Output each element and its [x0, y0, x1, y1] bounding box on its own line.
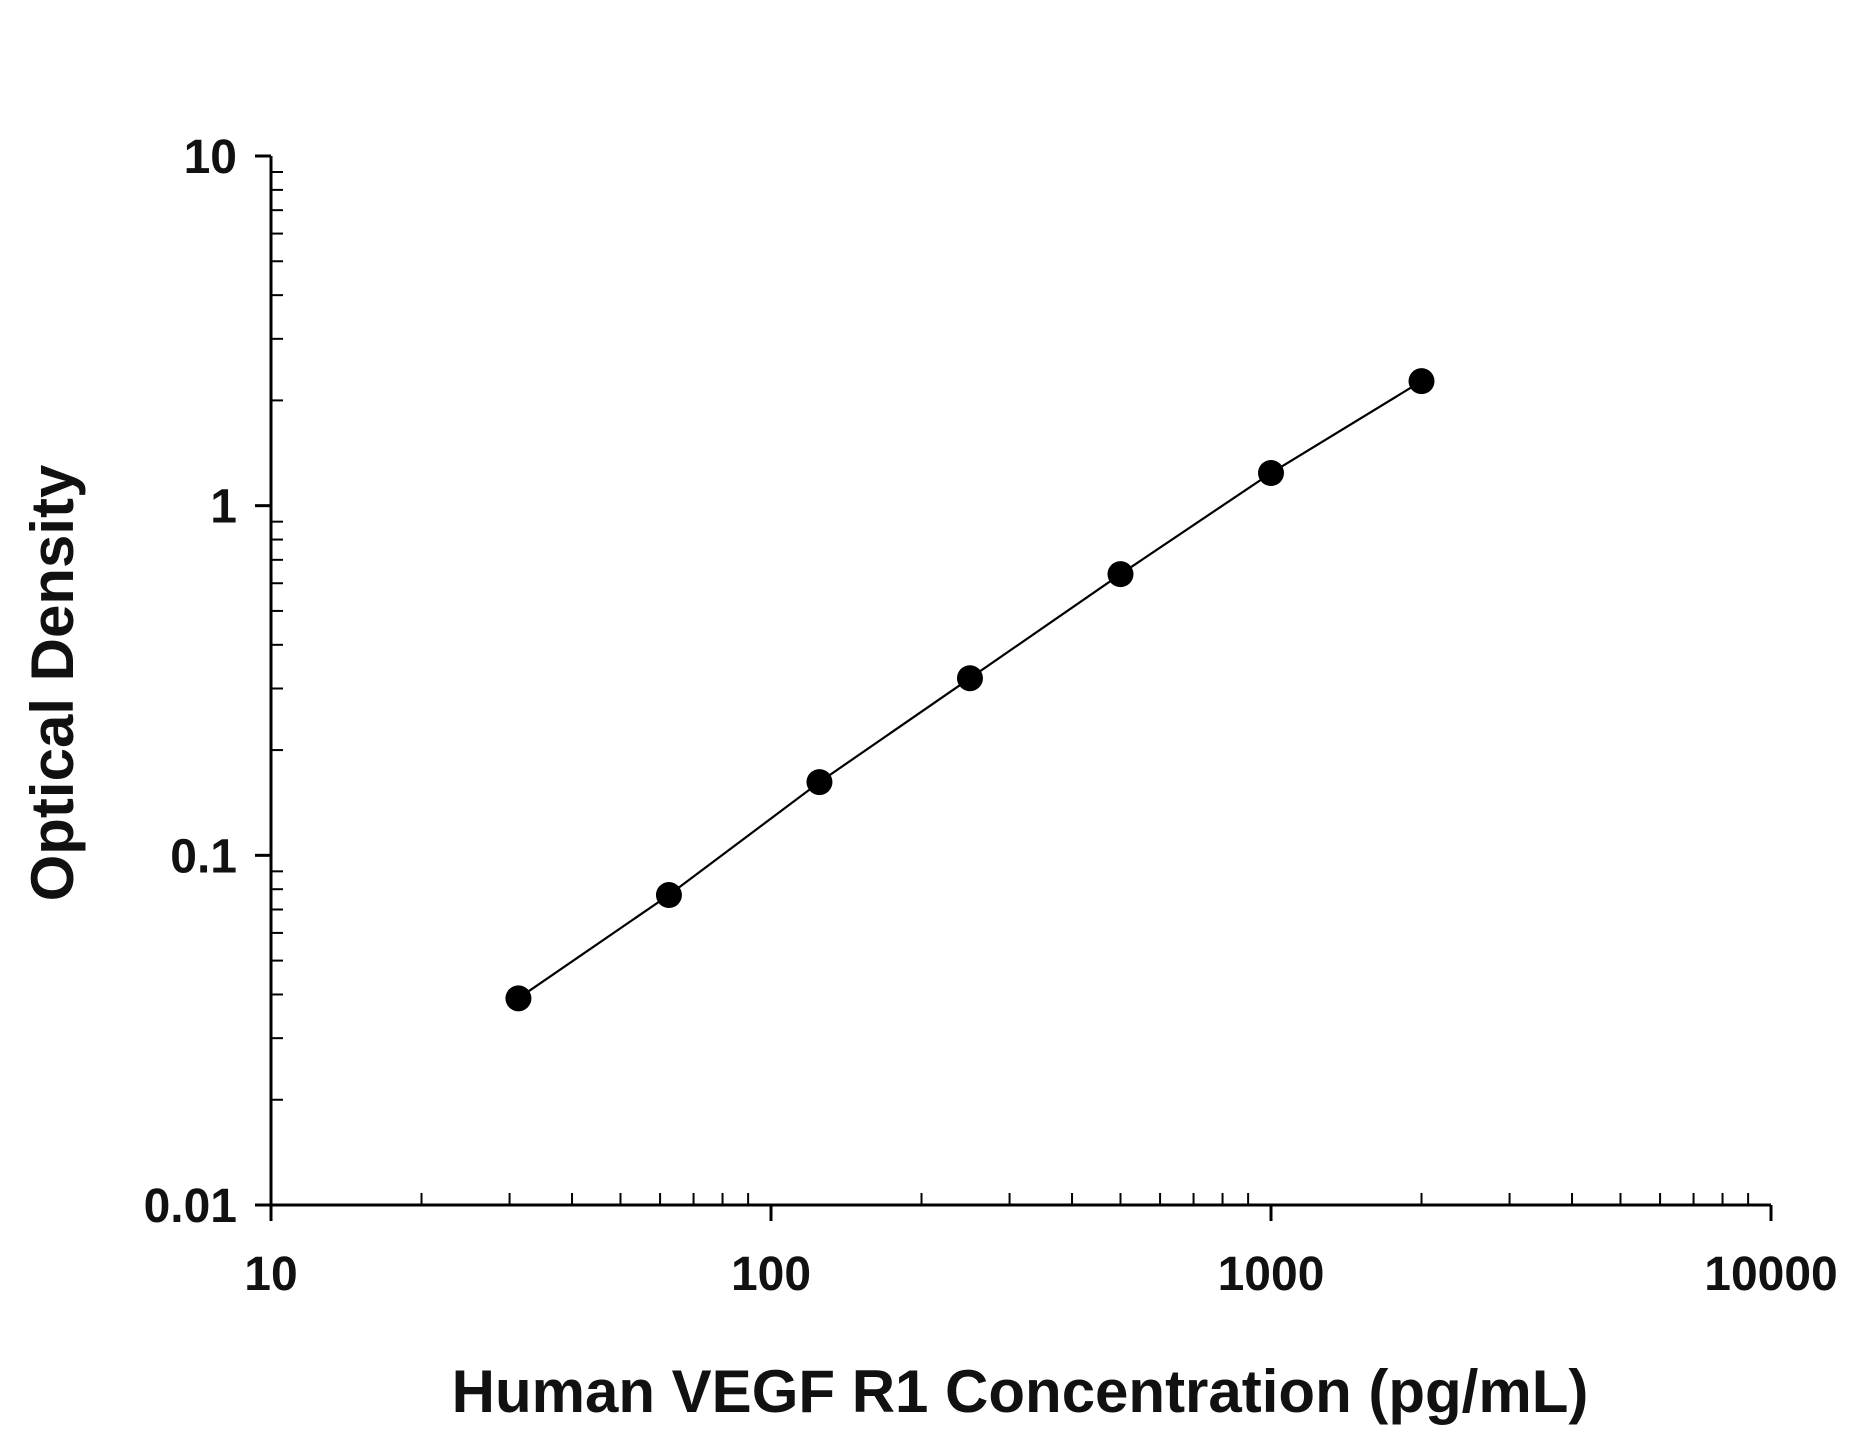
data-point: [1408, 368, 1435, 395]
data-point: [806, 769, 833, 796]
y-axis-title: Optical Density: [19, 464, 86, 901]
y-axis-minor-ticks: [271, 170, 283, 1101]
x-tick-label: 10000: [1704, 1248, 1837, 1301]
x-tick-label: 1000: [1218, 1248, 1325, 1301]
y-tick-label: 0.1: [170, 830, 237, 883]
data-point: [956, 665, 983, 692]
data-points: [505, 368, 1435, 1012]
y-axis-major-ticks: [255, 154, 271, 1207]
x-axis-minor-ticks: [420, 1193, 1750, 1205]
x-axis-tick-labels: 10 100 1000 10000: [244, 1248, 1837, 1301]
data-point: [1258, 460, 1284, 487]
x-axis-major-ticks: [269, 1205, 1773, 1221]
x-tick-label: 100: [731, 1248, 811, 1301]
data-point: [655, 882, 682, 909]
y-tick-label: 10: [184, 131, 237, 184]
data-point: [505, 985, 532, 1012]
y-axis-tick-labels: 0.01 0.1 1 10: [144, 131, 237, 1233]
x-tick-label: 10: [244, 1248, 297, 1301]
y-tick-label: 0.01: [144, 1180, 237, 1233]
y-tick-label: 1: [210, 481, 237, 534]
x-axis-title: Human VEGF R1 Concentration (pg/mL): [452, 1358, 1589, 1425]
data-point: [1107, 561, 1134, 588]
